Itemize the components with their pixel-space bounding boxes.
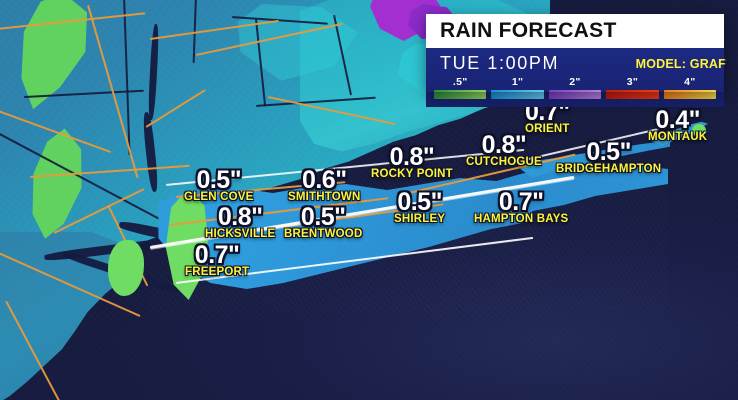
legend-tick: 4" — [684, 76, 696, 88]
legend-swatch-orange — [663, 90, 717, 99]
city-label-brentwood: 0.5" BRENTWOOD — [284, 205, 362, 241]
rain-value: 0.5" — [586, 138, 631, 166]
forecast-time: TUE 1:00PM — [440, 53, 560, 73]
legend-tick: 2" — [569, 76, 581, 88]
rain-value: 0.8" — [389, 143, 435, 171]
city-label-montauk: 0.4" MONTAUK — [648, 108, 707, 144]
city-label-hampton-bays: 0.7" HAMPTON BAYS — [474, 190, 568, 226]
city-label-glen-cove: 0.5" GLEN COVE — [184, 168, 254, 204]
panel-title-bar: RAIN FORECAST — [426, 14, 724, 48]
panel-body: TUE 1:00PM MODEL: GRAF .5" 1" 2" 3" — [426, 48, 726, 107]
rain-value: 0.7" — [498, 188, 544, 216]
legend-tick: 3" — [626, 76, 639, 88]
city-name: CUTCHOGUE — [466, 156, 542, 168]
rain-value: 0.5" — [397, 188, 442, 216]
rain-value: 0.4" — [655, 106, 700, 134]
city-label-smithtown: 0.6" SMITHTOWN — [288, 168, 361, 204]
city-label-rocky-point: 0.8" ROCKY POINT — [371, 145, 453, 181]
city-name: HAMPTON BAYS — [474, 213, 569, 225]
rain-value: 0.5" — [196, 166, 242, 194]
rain-value: 0.7" — [194, 241, 240, 269]
city-name: MONTAUK — [648, 131, 708, 143]
legend-tick: 1" — [511, 76, 524, 88]
city-name: ROCKY POINT — [371, 168, 453, 180]
city-label-cutchogue: 0.8" CUTCHOGUE — [466, 133, 542, 169]
city-name: GLEN COVE — [184, 191, 254, 203]
rain-value: 0.8" — [217, 203, 263, 231]
legend-item-1: 1" — [491, 76, 544, 99]
city-name: FREEPORT — [185, 266, 250, 278]
precip-blob-green-queens — [108, 240, 144, 296]
legend-tick: .5" — [452, 76, 468, 88]
city-name: HICKSVILLE — [205, 228, 276, 240]
legend-swatch-blue — [491, 90, 544, 99]
city-name: ORIENT — [525, 123, 570, 135]
city-name: SMITHTOWN — [288, 191, 361, 203]
rain-forecast-panel: RAIN FORECAST TUE 1:00PM MODEL: GRAF .5"… — [426, 14, 726, 107]
legend-swatch-purple — [548, 90, 602, 99]
rain-value: 0.6" — [301, 166, 347, 194]
city-label-hicksville: 0.8" HICKSVILLE — [205, 205, 275, 241]
city-name: BRIDGEHAMPTON — [556, 163, 662, 175]
rain-value: 0.5" — [300, 203, 346, 231]
city-label-freeport: 0.7" FREEPORT — [185, 243, 249, 279]
panel-time-row: TUE 1:00PM MODEL: GRAF — [426, 52, 726, 76]
legend-item-2: 2" — [548, 76, 602, 99]
city-name: SHIRLEY — [394, 213, 446, 225]
city-name: BRENTWOOD — [284, 228, 363, 240]
legend-item-3: 3" — [606, 76, 659, 99]
city-label-bridgehampton: 0.5" BRIDGEHAMPTON — [556, 140, 661, 176]
legend-swatch-red — [606, 90, 659, 99]
rainfall-legend: .5" 1" 2" 3" 4" — [426, 76, 724, 99]
legend-swatch-green — [434, 90, 487, 99]
model-label: MODEL: GRAF — [635, 56, 726, 71]
panel-title: RAIN FORECAST — [440, 19, 617, 42]
legend-item-4: 4" — [663, 76, 717, 99]
city-label-shirley: 0.5" SHIRLEY — [394, 190, 445, 226]
legend-item-0: .5" — [434, 76, 487, 99]
rain-value: 0.8" — [481, 131, 527, 159]
precip-blob-green-montauk — [692, 124, 706, 137]
